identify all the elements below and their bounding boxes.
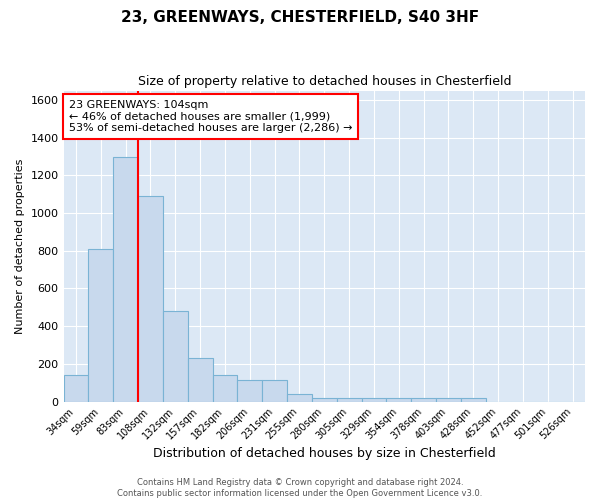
Bar xyxy=(436,398,461,402)
Bar xyxy=(411,398,436,402)
Text: 23, GREENWAYS, CHESTERFIELD, S40 3HF: 23, GREENWAYS, CHESTERFIELD, S40 3HF xyxy=(121,10,479,25)
Bar xyxy=(188,358,212,402)
Bar xyxy=(238,380,262,402)
Text: 23 GREENWAYS: 104sqm
← 46% of detached houses are smaller (1,999)
53% of semi-de: 23 GREENWAYS: 104sqm ← 46% of detached h… xyxy=(69,100,352,133)
Bar xyxy=(337,398,362,402)
Bar xyxy=(138,196,163,402)
Bar xyxy=(262,380,287,402)
Bar xyxy=(212,375,238,402)
Text: Contains HM Land Registry data © Crown copyright and database right 2024.
Contai: Contains HM Land Registry data © Crown c… xyxy=(118,478,482,498)
Y-axis label: Number of detached properties: Number of detached properties xyxy=(15,158,25,334)
Bar xyxy=(88,249,113,402)
Bar xyxy=(287,394,312,402)
Bar xyxy=(461,398,485,402)
Title: Size of property relative to detached houses in Chesterfield: Size of property relative to detached ho… xyxy=(137,75,511,88)
X-axis label: Distribution of detached houses by size in Chesterfield: Distribution of detached houses by size … xyxy=(153,447,496,460)
Bar xyxy=(386,398,411,402)
Bar xyxy=(362,398,386,402)
Bar xyxy=(312,398,337,402)
Bar xyxy=(163,311,188,402)
Bar xyxy=(113,156,138,402)
Bar xyxy=(64,375,88,402)
